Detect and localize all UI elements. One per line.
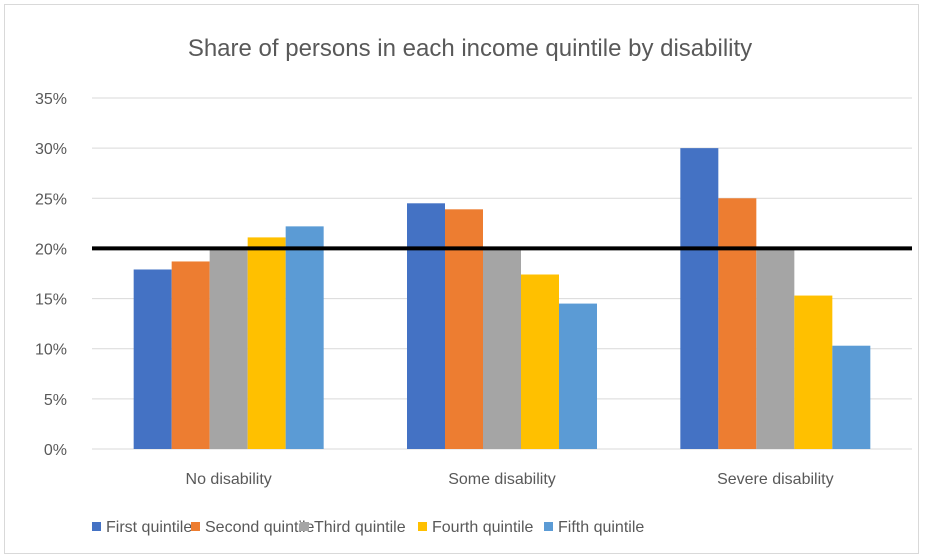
bar-fourth-quintile-2	[794, 295, 833, 449]
bar-fifth-quintile-1	[559, 303, 597, 449]
y-tick-label: 5%	[44, 392, 67, 409]
bar-second-quintile-0	[171, 261, 210, 449]
legend-swatch	[191, 522, 200, 531]
y-axis-ticks: 0% 5% 10% 15% 20% 25% 30% 35%	[35, 91, 67, 459]
x-category-label: Some disability	[448, 471, 556, 488]
bar-third-quintile-2	[756, 248, 795, 449]
y-tick-label: 20%	[35, 241, 67, 258]
bar-first-quintile-1	[407, 203, 445, 449]
bar-second-quintile-2	[718, 198, 757, 449]
legend-swatch	[418, 522, 427, 531]
y-tick-label: 15%	[35, 292, 67, 309]
bar-fourth-quintile-0	[247, 237, 286, 449]
bar-fifth-quintile-0	[285, 226, 324, 449]
legend-swatch	[92, 522, 101, 531]
bar-fourth-quintile-1	[521, 274, 559, 449]
x-category-label: No disability	[186, 471, 272, 488]
x-axis-categories: No disability Some disability Severe disab…	[186, 471, 834, 488]
legend-swatch	[300, 522, 309, 531]
bar-third-quintile-0	[209, 248, 248, 449]
bar-first-quintile-2	[680, 148, 719, 449]
legend: First quintile Second quintile Third quint…	[92, 519, 644, 536]
bar-fifth-quintile-2	[832, 345, 871, 449]
bar-first-quintile-0	[133, 269, 172, 449]
bar-third-quintile-1	[483, 248, 521, 449]
bar-second-quintile-1	[445, 209, 483, 449]
legend-label: Second quintile	[205, 519, 315, 536]
x-category-label: Severe disability	[717, 471, 834, 488]
legend-label: Fourth quintile	[432, 519, 533, 536]
y-tick-label: 0%	[44, 442, 67, 459]
legend-label: First quintile	[106, 519, 192, 536]
legend-swatch	[544, 522, 553, 531]
legend-label: Fifth quintile	[558, 519, 644, 536]
y-tick-label: 25%	[35, 191, 67, 208]
legend-label: Third quintile	[314, 519, 406, 536]
bars	[133, 148, 871, 449]
y-tick-label: 30%	[35, 141, 67, 158]
y-tick-label: 35%	[35, 91, 67, 108]
y-tick-label: 10%	[35, 342, 67, 359]
chart-title: Share of persons in each income quintile…	[188, 35, 752, 62]
